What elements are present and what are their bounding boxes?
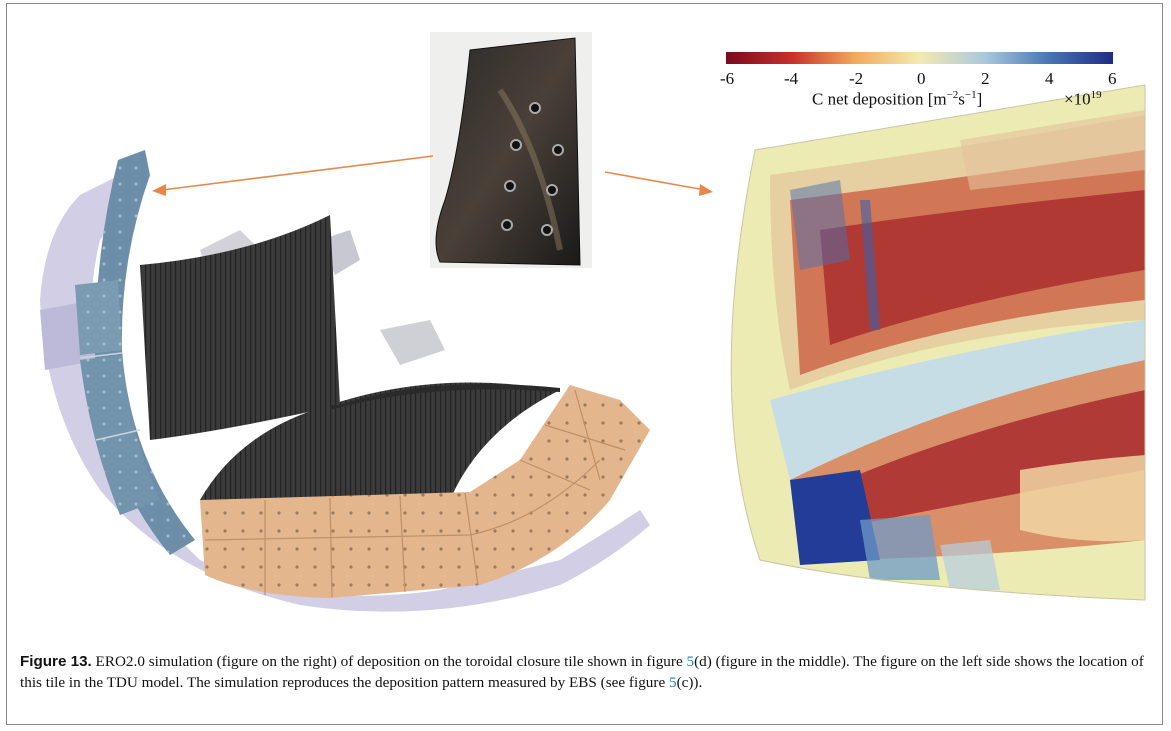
caption-label: Figure 13. (20, 653, 92, 670)
colorbar (726, 52, 1113, 64)
tile-photo (430, 32, 592, 268)
colorbar-tick: -2 (849, 69, 864, 88)
caption-text-1: ERO2.0 simulation (figure on the right) … (91, 653, 687, 670)
colorbar-label-mid: s (958, 89, 965, 109)
colorbar-multiplier-exp: 19 (1090, 89, 1102, 101)
caption-text-3: (c)). (676, 674, 703, 691)
colorbar-tick: 6 (1108, 69, 1117, 88)
colorbar-tick: -6 (720, 69, 735, 88)
caption-ref-1[interactable]: 5 (686, 653, 695, 670)
colorbar-label-text: C net deposition [m (812, 89, 947, 109)
colorbar-tick: -4 (784, 69, 799, 88)
colorbar-tick: 0 (917, 69, 926, 88)
ero-simulation (730, 84, 1146, 601)
colorbar-label-exp2: −1 (964, 89, 977, 101)
figure-frame (6, 3, 1163, 725)
caption-ref-2[interactable]: 5 (668, 674, 677, 691)
colorbar-tick: 4 (1045, 69, 1054, 88)
caption-text-2: (d) (figure in the middle). The figure o… (20, 653, 1144, 691)
colorbar-label-exp: −2 (946, 89, 959, 101)
figure-caption: Figure 13. ERO2.0 simulation (figure on … (20, 651, 1155, 693)
colorbar-label-end: ] (976, 89, 983, 109)
arrows (152, 155, 713, 196)
colorbar-multiplier: ×1019 (1064, 89, 1102, 110)
colorbar-tick: 2 (981, 69, 990, 88)
colorbar-label: C net deposition [m−2s−1] (812, 89, 982, 110)
colorbar-multiplier-base: ×10 (1064, 89, 1091, 109)
figure-graphics (40, 32, 1146, 612)
figure-area: -6 -4 -2 0 2 4 6 C net deposition [m−2s−… (40, 32, 1146, 612)
tdu-model (40, 150, 650, 612)
